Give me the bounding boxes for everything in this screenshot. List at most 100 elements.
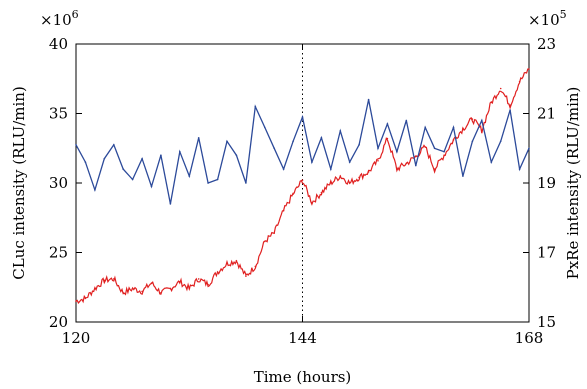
series-1-point bbox=[188, 287, 191, 290]
series-1-point bbox=[528, 68, 530, 70]
left-multiplier-base: ×10 bbox=[40, 11, 72, 29]
series-2-point bbox=[235, 154, 238, 156]
series-2-point bbox=[179, 150, 181, 153]
series-2-point bbox=[141, 157, 143, 160]
series-2-point bbox=[216, 178, 219, 181]
series-1-point bbox=[367, 171, 370, 173]
series-2-point bbox=[264, 126, 266, 129]
series-2-point bbox=[462, 175, 464, 177]
series-1-point bbox=[339, 175, 342, 177]
series-1-point bbox=[150, 282, 153, 284]
series-2-point bbox=[131, 178, 134, 181]
series-2-point bbox=[443, 150, 445, 153]
series-2-point bbox=[122, 168, 124, 170]
series-2-point bbox=[197, 137, 200, 139]
series-1-point bbox=[292, 193, 294, 195]
series-2-point bbox=[481, 119, 483, 122]
series-2-point bbox=[528, 147, 530, 150]
series-2-point bbox=[433, 147, 436, 150]
series-1-point bbox=[443, 154, 445, 156]
series-2-point bbox=[245, 182, 247, 184]
x-tick-label: 144 bbox=[288, 329, 317, 347]
series-2-point bbox=[424, 126, 427, 129]
series-1-point bbox=[169, 287, 172, 290]
series-2-point bbox=[452, 126, 455, 129]
series-2-point bbox=[226, 140, 228, 143]
left-y-tick-label: 35 bbox=[49, 105, 68, 123]
series-2-point bbox=[301, 116, 304, 118]
series-line-1 bbox=[75, 68, 530, 304]
series-2-point bbox=[273, 147, 276, 150]
series-1-point bbox=[245, 275, 247, 277]
right-multiplier-exponent: 5 bbox=[560, 8, 567, 21]
right-y-tick-label: 19 bbox=[537, 174, 556, 192]
series-2-point bbox=[358, 144, 360, 146]
series-2-point bbox=[367, 98, 370, 101]
left-multiplier-exponent: 6 bbox=[72, 8, 79, 21]
series-2 bbox=[75, 98, 530, 205]
series-1-point bbox=[254, 265, 257, 268]
left-y-tick-label: 30 bbox=[49, 174, 68, 192]
series-1-point bbox=[84, 297, 87, 300]
ticks-layer: 120 144 168 20 25 30 35 40 15 17 19 21 23 bbox=[49, 35, 556, 347]
series-2-point bbox=[499, 140, 502, 143]
series-1-point bbox=[207, 283, 209, 286]
series-1-point bbox=[216, 271, 219, 273]
series-2-point bbox=[518, 168, 521, 170]
series-1-point bbox=[433, 168, 436, 170]
series-1-point bbox=[471, 118, 474, 120]
series-1-point bbox=[311, 201, 313, 204]
series-1-point bbox=[94, 287, 96, 290]
right-y-axis-title: PxRe intensity (RLU/min) bbox=[564, 87, 582, 280]
right-y-tick-label: 23 bbox=[537, 35, 556, 53]
series-1-point bbox=[320, 191, 323, 194]
series-1-point bbox=[103, 279, 106, 282]
series-1-point bbox=[396, 168, 398, 170]
left-axis-multiplier: ×106 bbox=[40, 8, 79, 29]
series-1-point bbox=[282, 210, 285, 212]
series-1-point bbox=[452, 139, 455, 141]
series-2-point bbox=[207, 182, 209, 184]
series-1-point bbox=[462, 128, 464, 130]
series-1-point bbox=[348, 182, 351, 184]
series-1-point bbox=[301, 179, 304, 181]
right-axis-multiplier: ×105 bbox=[528, 8, 567, 29]
series-2-point bbox=[188, 175, 191, 177]
right-y-tick-label: 17 bbox=[537, 244, 556, 262]
series-2-point bbox=[311, 161, 313, 163]
right-y-tick-label: 21 bbox=[537, 105, 556, 123]
series-2-point bbox=[113, 144, 115, 146]
series-2-point bbox=[84, 161, 87, 163]
left-y-axis-title: CLuc intensity (RLU/min) bbox=[10, 86, 28, 280]
series-2-point bbox=[330, 168, 332, 170]
x-tick-label: 120 bbox=[62, 329, 91, 347]
series-layer bbox=[75, 68, 530, 304]
right-y-tick-label: 15 bbox=[537, 313, 556, 331]
x-tick-label: 168 bbox=[515, 329, 544, 347]
series-1-point bbox=[235, 260, 238, 262]
series-1-point bbox=[415, 155, 417, 158]
series-2-point bbox=[405, 119, 408, 122]
series-1 bbox=[75, 68, 530, 304]
series-1-point bbox=[264, 240, 266, 243]
series-1-point bbox=[499, 87, 502, 90]
series-2-point bbox=[386, 123, 389, 125]
series-2-point bbox=[415, 164, 417, 167]
series-1-point bbox=[405, 162, 408, 165]
left-y-tick-label: 40 bbox=[49, 35, 68, 53]
series-1-point bbox=[424, 146, 427, 148]
series-2-point bbox=[282, 168, 285, 170]
series-2-point bbox=[75, 144, 77, 146]
series-1-point bbox=[509, 104, 511, 106]
series-1-point bbox=[141, 290, 143, 293]
series-1-point bbox=[518, 80, 521, 83]
series-1-point bbox=[122, 292, 124, 294]
series-2-point bbox=[339, 130, 342, 132]
left-y-tick-label: 20 bbox=[49, 313, 68, 331]
series-1-point bbox=[490, 101, 493, 104]
series-2-point bbox=[160, 154, 162, 156]
right-multiplier-base: ×10 bbox=[528, 11, 560, 29]
series-2-point bbox=[94, 189, 96, 191]
series-1-point bbox=[481, 129, 483, 131]
